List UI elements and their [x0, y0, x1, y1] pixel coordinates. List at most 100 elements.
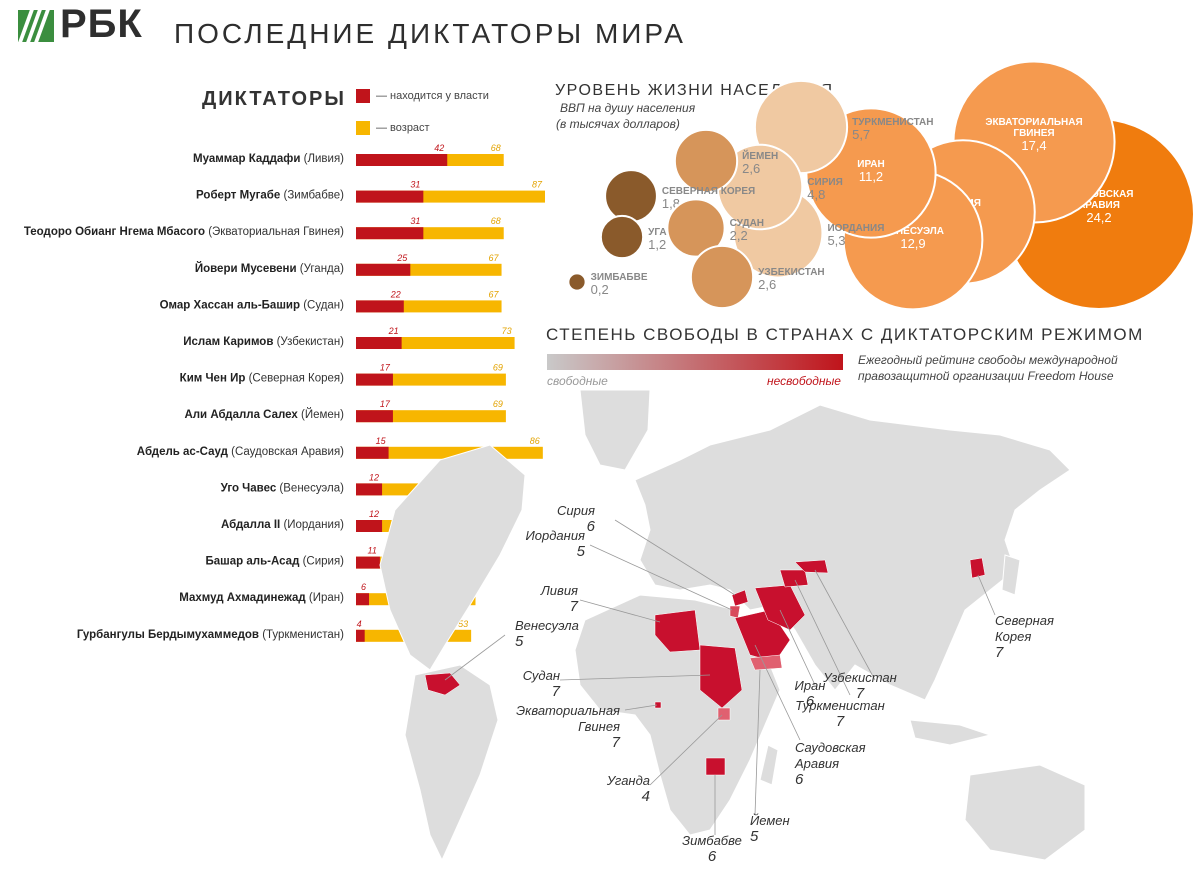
dictator-name: Гурбангулы Бердымухаммедов — [77, 629, 262, 641]
legend-power-swatch — [356, 89, 370, 103]
dictator-name: Уго Чавес — [221, 482, 280, 494]
madagascar-shape — [759, 744, 779, 786]
dictator-name: Ким Чен Ир — [180, 373, 249, 385]
legend-power-label: — находится у власти — [376, 90, 489, 102]
dictator-label: Абдалла II (Иордания) — [221, 519, 344, 531]
dictator-name: Йовери Мусевени — [195, 262, 300, 275]
logo-text: РБК — [60, 2, 143, 46]
world-map — [379, 390, 1086, 862]
highlight-uzbekistan — [794, 559, 829, 574]
gdp-bubble-value: 24,2 — [1086, 210, 1111, 225]
dictator-label: Али Абдалла Салех (Йемен) — [184, 408, 344, 421]
gdp-bubble-label: ЗИМБАБВЕ — [591, 272, 648, 283]
dictator-country: (Сирия) — [303, 556, 345, 568]
age-bar — [356, 410, 506, 423]
highlight-sudan — [699, 644, 743, 709]
highlight-zimbabwe — [705, 757, 726, 776]
map-country-score: 6 — [795, 771, 804, 788]
power-value: 11 — [368, 546, 377, 556]
map-country-label: Гвинея — [578, 719, 620, 734]
map-country-label: Йемен — [750, 812, 790, 828]
australia-shape — [964, 764, 1086, 861]
highlight-yemen — [749, 654, 783, 671]
gdp-bubble-label: САУДОВСКАЯ — [1064, 189, 1133, 200]
dictator-label: Омар Хассан аль-Башир (Судан) — [160, 299, 345, 311]
gdp-bubble-value: 2,6 — [758, 277, 776, 292]
power-value: 17 — [380, 363, 391, 373]
highlight-syria — [731, 589, 749, 607]
north-america-shape — [379, 444, 526, 671]
dictator-name: Муаммар Каддафи — [193, 153, 304, 165]
scale-free-label: свободные — [547, 374, 608, 388]
age-value: 68 — [491, 143, 501, 153]
gdp-bubble-label: СЕВЕРНАЯ КОРЕЯ — [662, 186, 755, 197]
gdp-bubble — [599, 214, 645, 260]
gdp-bubble-value: 0,2 — [591, 282, 609, 297]
map-country-score: 7 — [995, 644, 1004, 661]
power-value: 6 — [361, 582, 366, 592]
highlight-libya — [654, 609, 701, 653]
map-country-label: Венесуэла — [515, 618, 579, 633]
power-bar — [356, 556, 380, 569]
power-value: 4 — [357, 619, 362, 629]
age-value: 68 — [491, 216, 501, 226]
gdp-bubble-value: 5,3 — [827, 233, 845, 248]
dictator-country: (Венесуэла) — [279, 482, 344, 494]
dictator-country: (Иран) — [309, 592, 344, 604]
gdp-bubble-label: ТУРКМЕНИСТАН — [852, 117, 933, 128]
dictator-country: (Саудовская Аравия) — [231, 446, 344, 458]
gdp-bubble-label: СИРИЯ — [807, 177, 842, 188]
dictator-country: (Уганда) — [300, 263, 344, 275]
map-country-score: 7 — [856, 685, 865, 702]
age-value: 67 — [489, 253, 500, 263]
gdp-bubble — [567, 272, 587, 292]
power-value: 22 — [390, 289, 401, 299]
dictator-name: Абдель ас-Сауд — [137, 446, 231, 458]
dictator-name: Теодоро Обианг Нгема Мбасого — [24, 226, 208, 238]
map-country-score: 7 — [570, 598, 579, 615]
dictator-country: (Судан) — [303, 299, 344, 311]
gdp-bubble-value: 5,7 — [852, 127, 870, 142]
dictator-country: (Иордания) — [283, 519, 344, 531]
gdp-bubble-value: 1,2 — [648, 237, 666, 252]
gdp-bubble — [673, 128, 739, 194]
power-value: 15 — [376, 436, 387, 446]
power-bar — [356, 227, 424, 240]
map-country-label: Уганда — [606, 773, 650, 788]
freedom-title: СТЕПЕНЬ СВОБОДЫ В СТРАНАХ С ДИКТАТОРСКИМ… — [546, 325, 1144, 344]
dictator-label: Абдель ас-Сауд (Саудовская Аравия) — [137, 446, 344, 458]
gdp-bubble-value: 2,2 — [730, 228, 748, 243]
power-bar — [356, 373, 393, 386]
power-bar — [356, 629, 365, 642]
dictator-label: Махмуд Ахмадинежад (Иран) — [179, 592, 344, 604]
dictator-label: Муаммар Каддафи (Ливия) — [193, 153, 344, 165]
gdp-bubble-label: ГВИНЕЯ — [1013, 128, 1054, 139]
map-country-label: Аравия — [794, 756, 839, 771]
page-title: ПОСЛЕДНИЕ ДИКТАТОРЫ МИРА — [174, 18, 686, 49]
power-bar — [356, 446, 389, 459]
power-bar — [356, 300, 404, 313]
gdp-subtitle-1: ВВП на душу населения — [560, 101, 696, 115]
freedom-note-1: Ежегодный рейтинг свободы международной — [858, 353, 1118, 367]
map-country-score: 4 — [642, 788, 650, 805]
greenland-shape — [579, 390, 651, 471]
highlight-north-korea — [969, 557, 986, 579]
map-label-leaders — [444, 519, 996, 835]
power-bar — [356, 483, 383, 496]
gdp-bubble-value: 4,8 — [807, 187, 825, 202]
power-value: 17 — [380, 399, 391, 409]
map-country-label: Экваториальная — [516, 703, 620, 718]
legend-age-swatch — [356, 121, 370, 135]
power-bar — [356, 593, 370, 606]
map-country-label: Узбекистан — [822, 670, 897, 685]
dictator-country: (Узбекистан) — [277, 336, 345, 348]
highlight-venezuela — [424, 672, 461, 696]
dictator-label: Ким Чен Ир (Северная Корея) — [180, 373, 344, 385]
south-america-shape — [404, 664, 499, 862]
gdp-bubble-label: ВЕНЕСУЭЛА — [882, 226, 944, 237]
age-value: 87 — [532, 180, 543, 190]
age-value: 69 — [493, 363, 503, 373]
power-value: 12 — [369, 509, 379, 519]
map-country-score: 6 — [708, 848, 717, 865]
